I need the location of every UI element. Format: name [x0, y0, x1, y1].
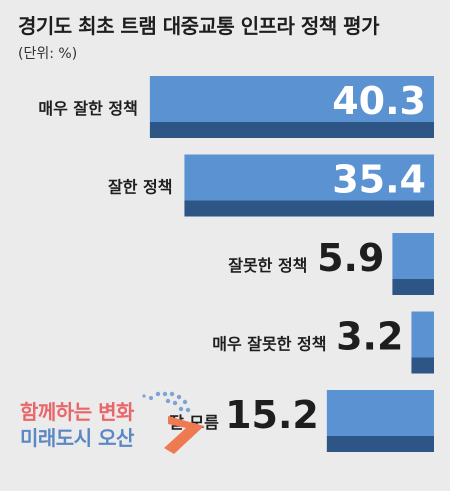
value-label-5: 15.2 [225, 393, 319, 437]
logo-slogan-line2: 미래도시 오산 [20, 426, 134, 450]
bar-top-3 [392, 233, 434, 279]
bar-top-1 [149, 76, 434, 122]
bar-bottom-2 [184, 200, 434, 217]
logo-arrow-icon [142, 391, 204, 454]
bar-top-4 [411, 311, 434, 358]
bar-bottom-1 [149, 122, 434, 138]
bar-bottom-5 [326, 436, 434, 452]
city-logo: 함께하는 변화 미래도시 오산 [18, 388, 208, 458]
value-label-4: 3.2 [336, 315, 403, 359]
bar-1 [149, 76, 434, 138]
bar-5 [326, 390, 434, 452]
bar-top-5 [326, 390, 434, 436]
category-label-5: 잘 모름 [169, 413, 219, 432]
category-label-4: 매우 잘못한 정책 [212, 335, 326, 354]
value-label-1: 40.3 [332, 79, 426, 123]
category-label-2: 잘한 정책 [108, 178, 172, 197]
bar-bottom-4 [411, 357, 434, 374]
bar-4 [411, 311, 434, 374]
unit-label: (단위: %) [18, 46, 78, 62]
logo-slogan-line1: 함께하는 변화 [20, 400, 134, 424]
bar-top-2 [184, 154, 434, 201]
category-label-3: 잘못한 정책 [228, 256, 307, 275]
bar-3 [392, 233, 434, 295]
category-label-1: 매우 잘한 정책 [38, 99, 137, 118]
bar-bottom-3 [392, 279, 434, 295]
chart-title: 경기도 최초 트램 대중교통 인프라 정책 평가 [18, 14, 379, 38]
value-label-2: 35.4 [332, 158, 426, 202]
value-label-3: 5.9 [317, 236, 384, 280]
bar-2 [184, 154, 434, 217]
